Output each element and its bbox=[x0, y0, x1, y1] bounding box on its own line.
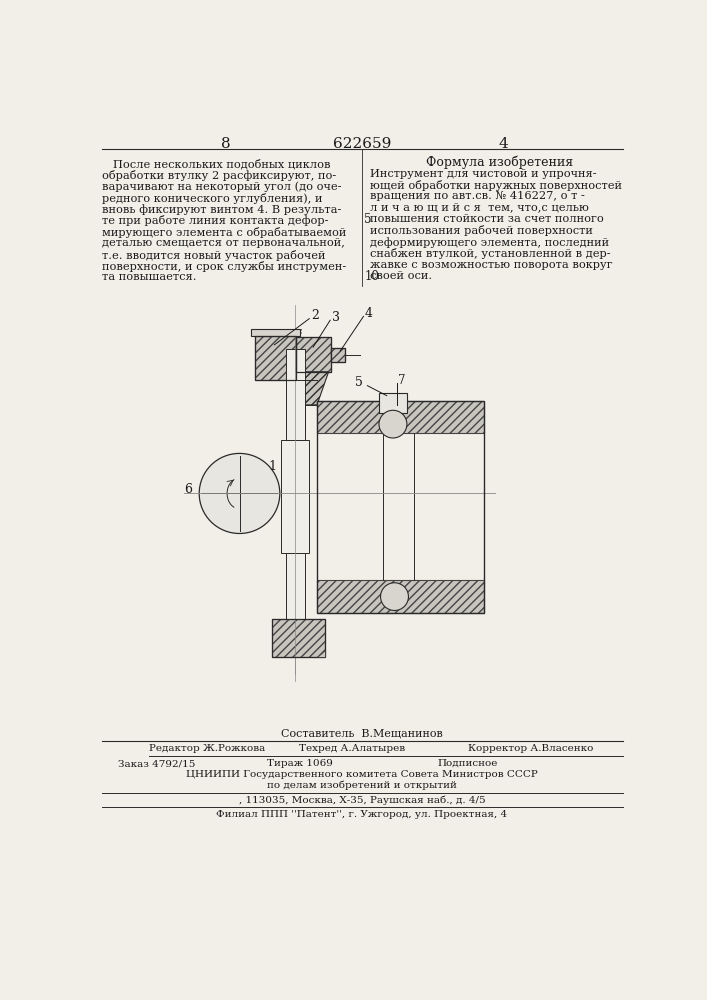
Bar bbox=[272, 619, 325, 657]
Text: c: c bbox=[296, 327, 302, 336]
Text: мирующего элемента с обрабатываемой: мирующего элемента с обрабатываемой bbox=[103, 227, 346, 238]
Bar bbox=[317, 401, 484, 613]
Bar bbox=[286, 553, 305, 619]
Bar bbox=[281, 440, 309, 553]
Text: 8: 8 bbox=[221, 137, 230, 151]
Text: Заказ 4792/15: Заказ 4792/15 bbox=[118, 759, 195, 768]
Text: та повышается.: та повышается. bbox=[103, 272, 197, 282]
Polygon shape bbox=[317, 650, 325, 657]
Text: вновь фиксируют винтом 4. В результа-: вновь фиксируют винтом 4. В результа- bbox=[103, 204, 341, 215]
Text: 10: 10 bbox=[364, 270, 379, 283]
Text: деформирующего элемента, последний: деформирующего элемента, последний bbox=[370, 237, 609, 248]
Bar bbox=[296, 337, 331, 372]
Text: 3: 3 bbox=[332, 311, 340, 324]
Text: обработки втулку 2 расфиксируют, по-: обработки втулку 2 расфиксируют, по- bbox=[103, 170, 337, 181]
Text: 622659: 622659 bbox=[333, 137, 391, 151]
Text: своей оси.: своей оси. bbox=[370, 271, 432, 281]
Text: 5: 5 bbox=[355, 376, 363, 389]
Circle shape bbox=[380, 583, 409, 610]
Bar bbox=[286, 349, 305, 440]
Bar bbox=[251, 329, 300, 336]
Text: После нескольких подобных циклов: После нескольких подобных циклов bbox=[113, 158, 331, 169]
Text: повышения стойкости за счет полного: повышения стойкости за счет полного bbox=[370, 214, 604, 224]
Text: те при работе линия контакта дефор-: те при работе линия контакта дефор- bbox=[103, 215, 329, 226]
Text: Подписное: Подписное bbox=[437, 759, 498, 768]
Text: 7: 7 bbox=[398, 374, 406, 387]
Circle shape bbox=[379, 410, 407, 438]
Bar bbox=[331, 348, 345, 362]
Text: т.е. вводится новый участок рабочей: т.е. вводится новый участок рабочей bbox=[103, 250, 326, 261]
Circle shape bbox=[199, 453, 280, 533]
Text: 6: 6 bbox=[185, 483, 192, 496]
Text: Тираж 1069: Тираж 1069 bbox=[267, 759, 332, 768]
Text: 4: 4 bbox=[365, 307, 373, 320]
Text: Инструмент для чистовой и упрочня-: Инструмент для чистовой и упрочня- bbox=[370, 169, 596, 179]
Text: 4: 4 bbox=[498, 137, 508, 151]
Text: деталью смещается от первоначальной,: деталью смещается от первоначальной, bbox=[103, 238, 345, 248]
Text: 1: 1 bbox=[269, 460, 276, 473]
Text: Составитель  В.Мещанинов: Составитель В.Мещанинов bbox=[281, 728, 443, 738]
Text: 5: 5 bbox=[364, 213, 372, 226]
Bar bbox=[379, 393, 407, 413]
Polygon shape bbox=[296, 372, 329, 405]
Bar bbox=[317, 401, 484, 433]
Text: использования рабочей поверхности: использования рабочей поверхности bbox=[370, 225, 592, 236]
Text: Техред А.Алатырев: Техред А.Алатырев bbox=[299, 744, 405, 753]
Text: c: c bbox=[295, 327, 300, 336]
Bar bbox=[296, 337, 331, 372]
Bar bbox=[255, 336, 296, 380]
Text: л и ч а ю щ и й с я  тем, что,с целью: л и ч а ю щ и й с я тем, что,с целью bbox=[370, 203, 588, 213]
Text: варачивают на некоторый угол (до оче-: варачивают на некоторый угол (до оче- bbox=[103, 181, 341, 192]
Text: по делам изобретений и открытий: по делам изобретений и открытий bbox=[267, 781, 457, 790]
Text: вращения по авт.св. № 416227, о т -: вращения по авт.св. № 416227, о т - bbox=[370, 191, 585, 201]
Text: поверхности, и срок службы инструмен-: поверхности, и срок службы инструмен- bbox=[103, 261, 346, 272]
Text: , 113035, Москва, Х-35, Раушская наб., д. 4/5: , 113035, Москва, Х-35, Раушская наб., д… bbox=[239, 795, 485, 805]
Text: ющей обработки наружных поверхностей: ющей обработки наружных поверхностей bbox=[370, 180, 621, 191]
Text: Филиал ППП ''Патент'', г. Ужгород, ул. Проектная, 4: Филиал ППП ''Патент'', г. Ужгород, ул. П… bbox=[216, 810, 508, 819]
Bar bbox=[272, 619, 325, 657]
Bar bbox=[255, 336, 296, 380]
Text: Редактор Ж.Рожкова: Редактор Ж.Рожкова bbox=[149, 744, 265, 753]
Text: жавке с возможностью поворота вокруг: жавке с возможностью поворота вокруг bbox=[370, 260, 612, 270]
Bar bbox=[317, 580, 484, 613]
Text: редного конического углубления), и: редного конического углубления), и bbox=[103, 193, 323, 204]
Text: 2: 2 bbox=[311, 309, 319, 322]
Text: Формула изобретения: Формула изобретения bbox=[426, 155, 573, 169]
Text: ЦНИИПИ Государственного комитета Совета Министров СССР: ЦНИИПИ Государственного комитета Совета … bbox=[186, 770, 538, 779]
Text: снабжен втулкой, установленной в дер-: снабжен втулкой, установленной в дер- bbox=[370, 248, 610, 259]
Bar bbox=[317, 433, 484, 580]
Text: Корректор А.Власенко: Корректор А.Власенко bbox=[468, 744, 593, 753]
Bar bbox=[331, 348, 345, 362]
